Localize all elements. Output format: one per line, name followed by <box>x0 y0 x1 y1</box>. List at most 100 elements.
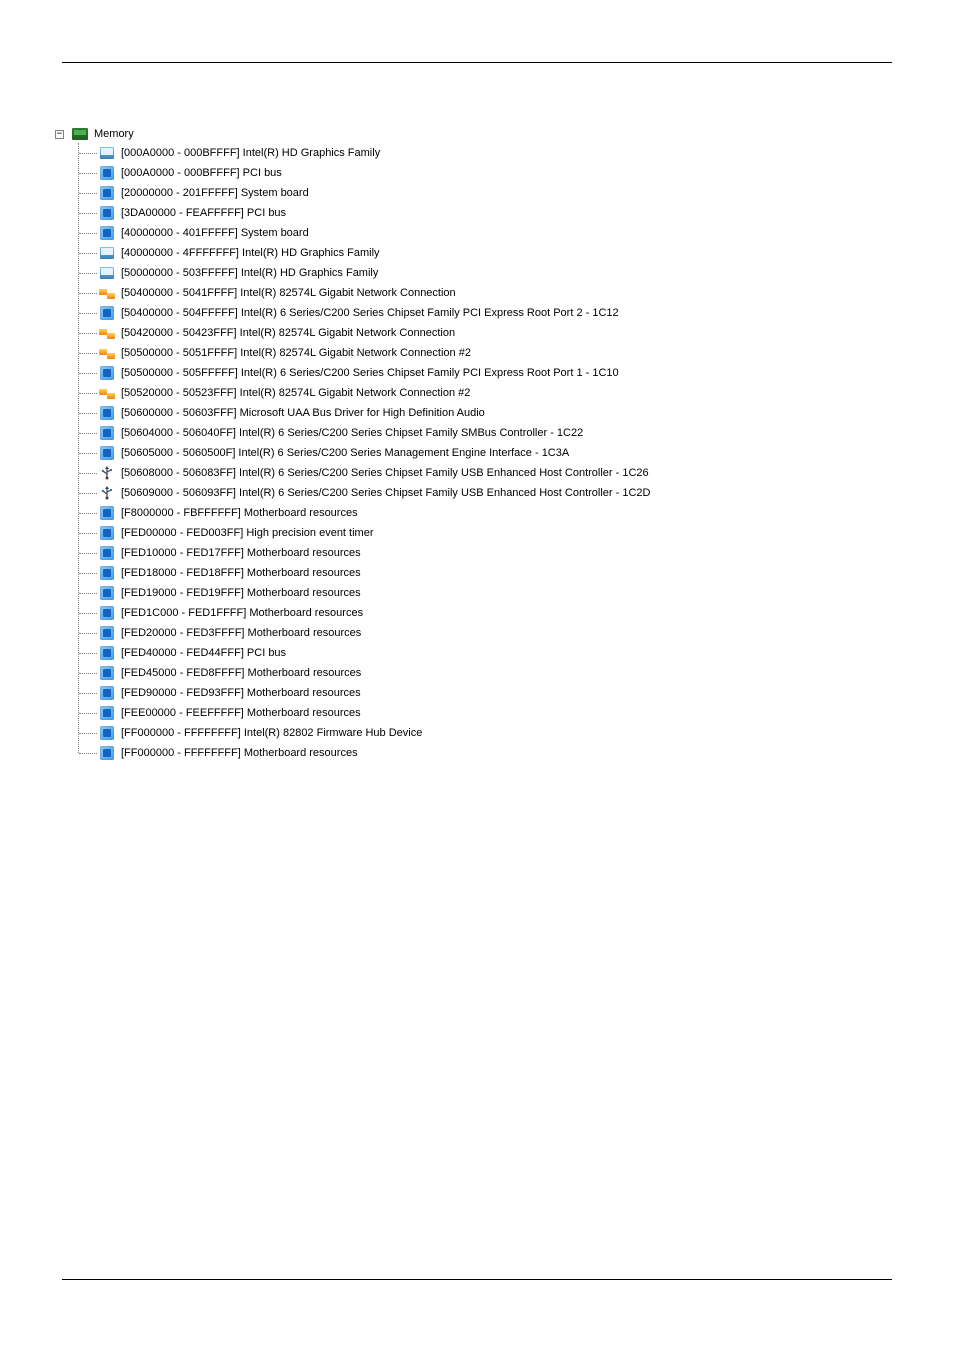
display-icon <box>100 267 114 279</box>
tree-item[interactable]: [50500000 - 505FFFFF] Intel(R) 6 Series/… <box>79 363 899 383</box>
root-label: Memory <box>94 128 134 140</box>
tree-item[interactable]: [FED18000 - FED18FFF] Motherboard resour… <box>79 563 899 583</box>
tree-item-label: [3DA00000 - FEAFFFFF] PCI bus <box>121 207 286 219</box>
tree-item[interactable]: [50500000 - 5051FFFF] Intel(R) 82574L Gi… <box>79 343 899 363</box>
tree-item-label: [FED40000 - FED44FFF] PCI bus <box>121 647 286 659</box>
system-device-icon <box>100 706 114 720</box>
tree-item-label: [20000000 - 201FFFFF] System board <box>121 187 309 199</box>
tree-item-label: [50600000 - 50603FFF] Microsoft UAA Bus … <box>121 407 485 419</box>
network-adapter-icon <box>99 327 115 339</box>
tree-item-label: [FF000000 - FFFFFFFF] Intel(R) 82802 Fir… <box>121 727 422 739</box>
display-icon <box>100 247 114 259</box>
collapse-icon[interactable]: − <box>55 130 64 139</box>
tree-item[interactable]: [50600000 - 50603FFF] Microsoft UAA Bus … <box>79 403 899 423</box>
tree-item-label: [50605000 - 5060500F] Intel(R) 6 Series/… <box>121 447 569 459</box>
tree-item-label: [50520000 - 50523FFF] Intel(R) 82574L Gi… <box>121 387 470 399</box>
tree-item-label: [FED10000 - FED17FFF] Motherboard resour… <box>121 547 361 559</box>
tree-item-label: [FF000000 - FFFFFFFF] Motherboard resour… <box>121 747 358 759</box>
tree-item[interactable]: [FED10000 - FED17FFF] Motherboard resour… <box>79 543 899 563</box>
page-rule-bottom <box>62 1279 892 1280</box>
system-device-icon <box>100 366 114 380</box>
tree-item-label: [50604000 - 506040FF] Intel(R) 6 Series/… <box>121 427 583 439</box>
tree-item-label: [50400000 - 5041FFFF] Intel(R) 82574L Gi… <box>121 287 456 299</box>
tree-item-label: [F8000000 - FBFFFFFF] Motherboard resour… <box>121 507 358 519</box>
tree-item[interactable]: [FED90000 - FED93FFF] Motherboard resour… <box>79 683 899 703</box>
tree-item[interactable]: [FED00000 - FED003FF] High precision eve… <box>79 523 899 543</box>
tree-item-label: [50420000 - 50423FFF] Intel(R) 82574L Gi… <box>121 327 455 339</box>
network-adapter-icon <box>99 387 115 399</box>
tree-item[interactable]: [40000000 - 4FFFFFFF] Intel(R) HD Graphi… <box>79 243 899 263</box>
system-device-icon <box>100 546 114 560</box>
tree-item-label: [FED18000 - FED18FFF] Motherboard resour… <box>121 567 361 579</box>
system-device-icon <box>100 166 114 180</box>
display-icon <box>100 147 114 159</box>
tree-item[interactable]: [50400000 - 5041FFFF] Intel(R) 82574L Gi… <box>79 283 899 303</box>
tree-item[interactable]: [FF000000 - FFFFFFFF] Intel(R) 82802 Fir… <box>79 723 899 743</box>
tree-item-label: [50608000 - 506083FF] Intel(R) 6 Series/… <box>121 467 649 479</box>
tree-item[interactable]: [000A0000 - 000BFFFF] PCI bus <box>79 163 899 183</box>
tree-item-label: [FEE00000 - FEEFFFFF] Motherboard resour… <box>121 707 361 719</box>
system-device-icon <box>100 446 114 460</box>
network-adapter-icon <box>99 347 115 359</box>
tree-item-label: [FED90000 - FED93FFF] Motherboard resour… <box>121 687 361 699</box>
system-device-icon <box>100 506 114 520</box>
tree-item[interactable]: [F8000000 - FBFFFFFF] Motherboard resour… <box>79 503 899 523</box>
tree-item-label: [50400000 - 504FFFFF] Intel(R) 6 Series/… <box>121 307 619 319</box>
tree-item-label: [FED1C000 - FED1FFFF] Motherboard resour… <box>121 607 363 619</box>
page-rule-top <box>62 62 892 63</box>
device-resource-tree: − Memory [000A0000 - 000BFFFF] Intel(R) … <box>55 60 899 763</box>
tree-item[interactable]: [FED45000 - FED8FFFF] Motherboard resour… <box>79 663 899 683</box>
memory-children: [000A0000 - 000BFFFF] Intel(R) HD Graphi… <box>78 143 899 763</box>
network-adapter-icon <box>99 287 115 299</box>
tree-item-label: [FED45000 - FED8FFFF] Motherboard resour… <box>121 667 361 679</box>
tree-item[interactable]: [FED1C000 - FED1FFFF] Motherboard resour… <box>79 603 899 623</box>
tree-item[interactable]: [FED19000 - FED19FFF] Motherboard resour… <box>79 583 899 603</box>
usb-controller-icon <box>100 486 114 500</box>
tree-item[interactable]: [50604000 - 506040FF] Intel(R) 6 Series/… <box>79 423 899 443</box>
system-device-icon <box>100 586 114 600</box>
system-device-icon <box>100 406 114 420</box>
tree-item[interactable]: [FED40000 - FED44FFF] PCI bus <box>79 643 899 663</box>
system-device-icon <box>100 726 114 740</box>
tree-item-label: [FED00000 - FED003FF] High precision eve… <box>121 527 374 539</box>
tree-item[interactable]: [000A0000 - 000BFFFF] Intel(R) HD Graphi… <box>79 143 899 163</box>
system-device-icon <box>100 646 114 660</box>
tree-item-label: [50500000 - 5051FFFF] Intel(R) 82574L Gi… <box>121 347 471 359</box>
tree-item[interactable]: [50605000 - 5060500F] Intel(R) 6 Series/… <box>79 443 899 463</box>
tree-item-label: [000A0000 - 000BFFFF] PCI bus <box>121 167 282 179</box>
tree-item-label: [FED20000 - FED3FFFF] Motherboard resour… <box>121 627 361 639</box>
usb-controller-icon <box>100 466 114 480</box>
memory-icon <box>72 128 88 140</box>
tree-item[interactable]: [3DA00000 - FEAFFFFF] PCI bus <box>79 203 899 223</box>
tree-root-memory[interactable]: − Memory <box>55 125 899 143</box>
tree-item[interactable]: [50420000 - 50423FFF] Intel(R) 82574L Gi… <box>79 323 899 343</box>
tree-item[interactable]: [FEE00000 - FEEFFFFF] Motherboard resour… <box>79 703 899 723</box>
tree-item[interactable]: [FED20000 - FED3FFFF] Motherboard resour… <box>79 623 899 643</box>
system-device-icon <box>100 566 114 580</box>
tree-item-label: [50609000 - 506093FF] Intel(R) 6 Series/… <box>121 487 650 499</box>
system-device-icon <box>100 186 114 200</box>
system-device-icon <box>100 526 114 540</box>
tree-item[interactable]: [50400000 - 504FFFFF] Intel(R) 6 Series/… <box>79 303 899 323</box>
tree-item-label: [50500000 - 505FFFFF] Intel(R) 6 Series/… <box>121 367 619 379</box>
tree-item-label: [50000000 - 503FFFFF] Intel(R) HD Graphi… <box>121 267 378 279</box>
tree-item-label: [40000000 - 401FFFFF] System board <box>121 227 309 239</box>
system-device-icon <box>100 666 114 680</box>
tree-item[interactable]: [50000000 - 503FFFFF] Intel(R) HD Graphi… <box>79 263 899 283</box>
tree-item[interactable]: [50609000 - 506093FF] Intel(R) 6 Series/… <box>79 483 899 503</box>
system-device-icon <box>100 626 114 640</box>
system-device-icon <box>100 606 114 620</box>
system-device-icon <box>100 226 114 240</box>
tree-item[interactable]: [20000000 - 201FFFFF] System board <box>79 183 899 203</box>
tree-item-label: [000A0000 - 000BFFFF] Intel(R) HD Graphi… <box>121 147 380 159</box>
tree-item-label: [40000000 - 4FFFFFFF] Intel(R) HD Graphi… <box>121 247 380 259</box>
system-device-icon <box>100 306 114 320</box>
system-device-icon <box>100 426 114 440</box>
tree-item[interactable]: [40000000 - 401FFFFF] System board <box>79 223 899 243</box>
tree-item[interactable]: [50520000 - 50523FFF] Intel(R) 82574L Gi… <box>79 383 899 403</box>
system-device-icon <box>100 746 114 760</box>
system-device-icon <box>100 206 114 220</box>
system-device-icon <box>100 686 114 700</box>
tree-item[interactable]: [50608000 - 506083FF] Intel(R) 6 Series/… <box>79 463 899 483</box>
tree-item[interactable]: [FF000000 - FFFFFFFF] Motherboard resour… <box>79 743 899 763</box>
